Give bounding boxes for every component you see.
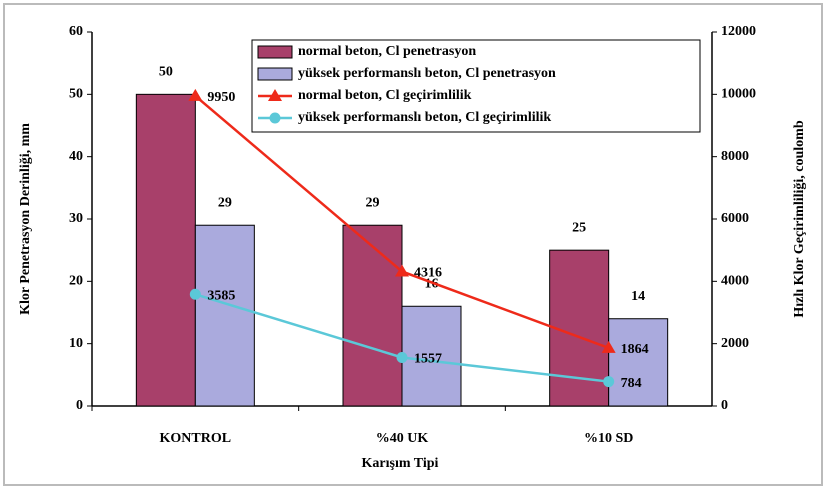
y-tick-label: 50 [69, 87, 83, 102]
legend-label: normal beton, Cl geçirimlilik [298, 88, 472, 103]
x-tick-label: %10 SD [584, 431, 633, 446]
legend-label: normal beton, Cl penetrasyon [298, 44, 476, 59]
bar [194, 224, 255, 407]
y-tick-label: 20 [69, 274, 83, 289]
bar [135, 93, 196, 407]
x-tick-label: KONTROL [160, 431, 232, 446]
legend-marker [268, 89, 282, 101]
marker [189, 288, 201, 300]
y-axis-label: Klor Penetrasyon Derinliği, mm [18, 123, 33, 315]
y-tick-label: 40 [69, 149, 83, 164]
line-value-label: 9950 [207, 90, 235, 105]
marker [395, 264, 409, 277]
frame [3, 3, 823, 486]
x-axis-label: Karışım Tipi [362, 456, 439, 471]
legend-swatch [257, 67, 293, 81]
marker [601, 340, 616, 353]
legend-label: yüksek performanslı beton, Cl geçirimlil… [298, 110, 551, 125]
y-tick-label: 0 [76, 398, 83, 413]
marker [188, 88, 203, 101]
y2-tick-label: 6000 [721, 211, 749, 226]
line-value-label: 4316 [414, 266, 442, 281]
bar-value-label: 29 [366, 195, 380, 210]
y2-tick-label: 8000 [721, 149, 749, 164]
line-value-label: 1557 [414, 352, 442, 367]
marker [396, 351, 408, 363]
x-tick-label: %40 UK [376, 431, 429, 446]
marker [603, 376, 615, 388]
y2-tick-label: 12000 [721, 24, 756, 39]
y2-tick-label: 2000 [721, 336, 749, 351]
y2-tick-label: 4000 [721, 274, 749, 289]
bar-value-label: 25 [572, 220, 586, 235]
y2-tick-label: 10000 [721, 87, 756, 102]
bar [608, 318, 669, 407]
y-tick-label: 60 [69, 24, 83, 39]
line-value-label: 1864 [621, 342, 649, 357]
line-value-label: 3585 [207, 288, 235, 303]
y-tick-label: 30 [69, 211, 83, 226]
legend-marker [269, 112, 281, 124]
bar-value-label: 50 [159, 65, 173, 80]
y-tick-label: 10 [69, 336, 83, 351]
bar-value-label: 14 [631, 289, 645, 304]
legend-box [251, 39, 701, 133]
bar-value-label: 29 [218, 195, 232, 210]
y2-axis-label: Hızlı Klor Geçirimliliği, coulomb [792, 120, 807, 317]
bar [342, 224, 403, 407]
y2-tick-label: 0 [721, 398, 728, 413]
legend-swatch [257, 45, 293, 59]
line-value-label: 784 [621, 376, 642, 391]
legend-label: yüksek performanslı beton, Cl penetrasyo… [298, 66, 556, 81]
